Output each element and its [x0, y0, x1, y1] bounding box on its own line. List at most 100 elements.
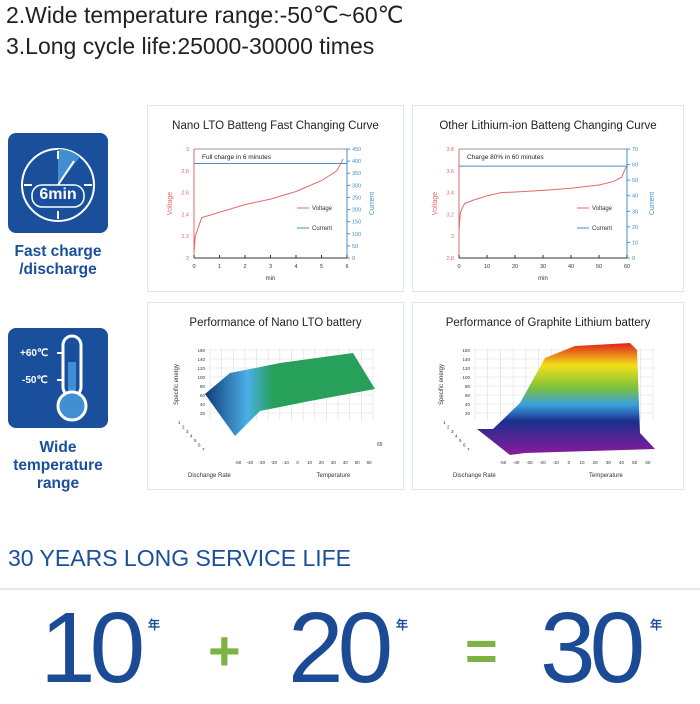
- y-axis-label: Voltage: [432, 192, 439, 215]
- x-tick-label: 6: [345, 264, 348, 270]
- series-voltage: [193, 158, 344, 253]
- fast-charge-caption: Fast charge/discharge: [14, 243, 102, 278]
- rate-tick-label: 3: [186, 429, 189, 434]
- z-tick-label: 80: [465, 384, 471, 389]
- z-axis-label: Specific energy: [174, 364, 180, 405]
- x-tick-label: 30: [540, 264, 546, 270]
- z-tick-label: 40: [200, 402, 206, 407]
- rate-tick-label: 4: [190, 434, 193, 439]
- stopwatch-icon: 6min: [8, 133, 108, 233]
- x-tick-label: 3: [269, 264, 272, 270]
- x-tick-label: 40: [568, 264, 574, 270]
- z-tick-label: 60: [465, 393, 471, 398]
- rate-tick-label: 4: [455, 434, 458, 439]
- y-tick-label: 3: [186, 147, 189, 153]
- temp-tick-label: -30: [526, 460, 533, 465]
- rate-tick-label: 6: [198, 443, 201, 448]
- temp-tick-label: -10: [282, 460, 289, 465]
- divider: [0, 588, 700, 590]
- temp-tick-label: -20: [270, 460, 277, 465]
- x-tick-label: 1: [218, 264, 221, 270]
- lto-charging-chart: Nano LTO Batteng Fast Changing Curve 0 1 2…: [147, 105, 404, 292]
- x-tick-label: 0: [192, 264, 195, 270]
- y-tick-label: 2.8: [446, 256, 454, 262]
- years-30: 30: [540, 592, 645, 704]
- temp-tick-label: 50: [355, 460, 361, 465]
- rate-tick-label: 3: [451, 429, 454, 434]
- temp-tick-label: 20: [319, 460, 325, 465]
- temp-tick-label: 60: [645, 460, 651, 465]
- lto-performance-surface: Performance of Nano LTO battery 160 140 12…: [147, 302, 404, 490]
- y-tick-label: 3: [451, 234, 454, 240]
- temp-tick-label: 10: [579, 460, 585, 465]
- rate-axis-label: Dischange Rate: [453, 473, 496, 479]
- x-axis-label: min: [538, 276, 548, 282]
- plus-sign: +: [208, 619, 241, 682]
- y2-tick-label: 50: [632, 178, 638, 184]
- rate-tick-label: 7: [202, 447, 205, 452]
- z-tick-label: 40: [465, 402, 471, 407]
- temp-tick-label: -50: [500, 460, 507, 465]
- temp-tick-label: 10: [307, 460, 313, 465]
- thermometer-icon: +60℃ -50℃: [8, 328, 108, 428]
- z-tick-label: 160: [462, 348, 470, 353]
- y2-tick-label: 20: [632, 225, 638, 231]
- extra-label: 65: [377, 442, 383, 448]
- x-tick-label: 10: [484, 264, 490, 270]
- z-tick-label: 140: [462, 357, 470, 362]
- z-tick-label: 100: [462, 375, 470, 380]
- x-tick-label: 0: [457, 264, 460, 270]
- chart-svg: 0 1 2 3 4 5 6 2 2.2 2.4 2.6 2.8 3 0 50 100 150 200 250 300 3…: [167, 147, 376, 282]
- legend-label: Current: [312, 226, 332, 232]
- rate-axis-label: Dischange Rate: [188, 473, 231, 479]
- year-unit: 年: [650, 618, 663, 632]
- x-tick-label: 60: [624, 264, 630, 270]
- year-unit: 年: [396, 618, 409, 632]
- y-axis-label: Voltage: [167, 192, 174, 215]
- temp-high: +60℃: [20, 348, 49, 359]
- y-tick-label: 2.2: [181, 234, 189, 240]
- y2-tick-label: 100: [352, 232, 361, 238]
- years-10: 10: [40, 592, 145, 704]
- legend-label: Current: [592, 226, 612, 232]
- y2-axis-label: Current: [649, 192, 656, 215]
- temp-tick-label: 30: [606, 460, 612, 465]
- z-tick-label: 20: [200, 411, 206, 416]
- temp-tick-label: 30: [331, 460, 337, 465]
- x-tick-label: 50: [596, 264, 602, 270]
- y-tick-label: 2.4: [181, 212, 189, 218]
- y2-tick-label: 30: [632, 209, 638, 215]
- y2-tick-label: 200: [352, 208, 361, 214]
- chart-title: Performance of Graphite Lithium battery: [445, 317, 651, 329]
- y2-tick-label: 10: [632, 240, 638, 246]
- temp-tick-label: 0: [568, 460, 571, 465]
- y2-tick-label: 40: [632, 194, 638, 200]
- chart-title: Other Lithium-ion Batteng Changing Curve: [439, 120, 657, 132]
- y-tick-label: 2.8: [181, 169, 189, 175]
- y-tick-label: 3.2: [446, 212, 454, 218]
- y2-tick-label: 50: [352, 244, 358, 250]
- equals-sign: =: [465, 619, 498, 682]
- y2-tick-label: 0: [632, 256, 635, 262]
- temp-tick-label: -50: [235, 460, 242, 465]
- z-tick-label: 20: [465, 411, 471, 416]
- legend-label: Voltage: [312, 206, 333, 212]
- z-axis-label: Specific energy: [439, 364, 445, 405]
- y2-tick-label: 150: [352, 220, 361, 226]
- x-tick-label: 5: [320, 264, 323, 270]
- chart-svg: 0 10 20 30 40 50 60 2.8 3 3.2 3.4 3.6 3.8 0 10 20 30 40 50…: [432, 147, 656, 282]
- z-tick-label: 120: [462, 366, 470, 371]
- rate-tick-label: 5: [459, 438, 462, 443]
- temp-tick-label: -40: [247, 460, 254, 465]
- temp-tick-label: -30: [259, 460, 266, 465]
- y2-tick-label: 450: [352, 147, 361, 153]
- y-tick-label: 3.4: [446, 191, 454, 197]
- z-tick-label: 120: [197, 366, 205, 371]
- energy-surface: [205, 353, 375, 436]
- y2-axis-label: Current: [369, 192, 376, 215]
- temp-tick-label: 20: [593, 460, 599, 465]
- z-tick-label: 160: [197, 348, 205, 353]
- temp-tick-label: 50: [632, 460, 638, 465]
- y2-tick-label: 300: [352, 183, 361, 189]
